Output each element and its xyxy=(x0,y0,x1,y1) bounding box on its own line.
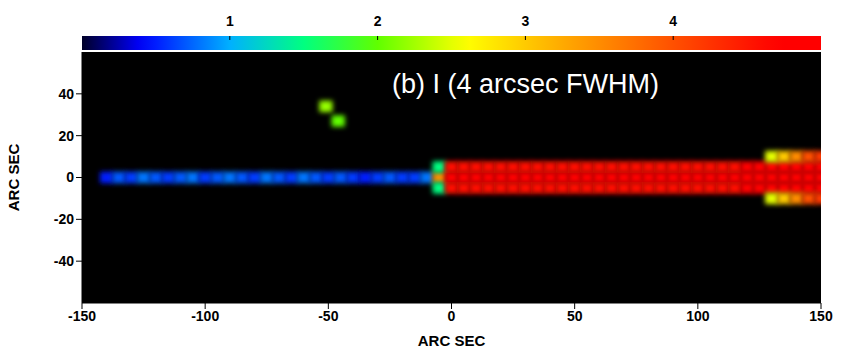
svg-text:0: 0 xyxy=(66,169,74,185)
svg-text:ARC SEC: ARC SEC xyxy=(5,144,22,212)
svg-text:1: 1 xyxy=(226,13,234,29)
svg-text:2: 2 xyxy=(374,13,382,29)
svg-text:100: 100 xyxy=(686,308,710,324)
svg-text:4: 4 xyxy=(669,13,677,29)
svg-text:20: 20 xyxy=(58,128,74,144)
svg-text:-40: -40 xyxy=(54,253,74,269)
svg-text:-100: -100 xyxy=(191,308,219,324)
svg-text:ARC SEC: ARC SEC xyxy=(418,332,486,349)
svg-text:50: 50 xyxy=(567,308,583,324)
html-text:(b) I (4 arcsec FWHM): (b) I (4 arcsec FWHM) xyxy=(392,69,659,99)
svg-text:0: 0 xyxy=(448,308,456,324)
svg-text:-50: -50 xyxy=(318,308,338,324)
svg-text:-20: -20 xyxy=(54,211,74,227)
svg-text:3: 3 xyxy=(522,13,530,29)
svg-text:40: 40 xyxy=(58,86,74,102)
svg-text:150: 150 xyxy=(809,308,833,324)
svg-text:-150: -150 xyxy=(68,308,96,324)
